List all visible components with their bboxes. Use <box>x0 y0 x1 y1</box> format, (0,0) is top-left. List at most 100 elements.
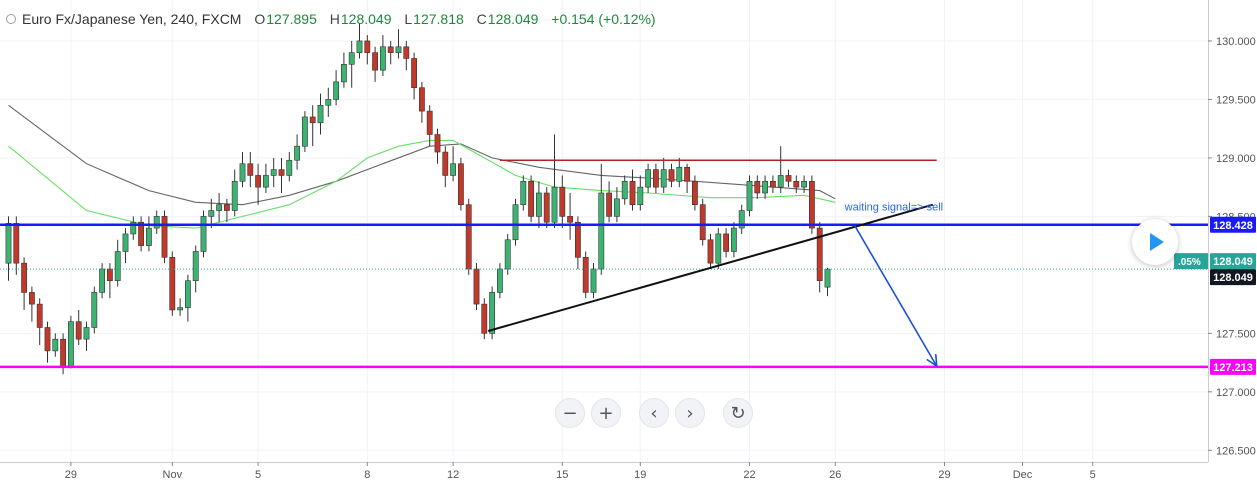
time-tick-label: 22 <box>743 469 755 481</box>
moving-averages <box>8 104 836 229</box>
candle <box>364 35 371 65</box>
candle-body <box>270 169 277 176</box>
candle <box>28 286 35 322</box>
candle-body <box>574 221 581 258</box>
candle <box>278 157 285 193</box>
candle-body <box>356 40 363 53</box>
price-tick-label: 129.500 <box>1216 94 1256 106</box>
candle-body <box>13 223 20 264</box>
minus-icon: − <box>562 402 578 424</box>
candle <box>691 175 698 211</box>
candle <box>621 175 628 205</box>
candle-body <box>637 186 644 205</box>
high-label: H <box>329 11 340 27</box>
scroll-left-button[interactable]: ‹ <box>639 398 669 428</box>
price-tag: 128.428 <box>1210 216 1256 233</box>
candle-body <box>294 145 300 161</box>
candle <box>52 333 59 357</box>
candle-body <box>83 327 90 340</box>
candle-body <box>340 64 347 83</box>
candle-body <box>185 280 191 308</box>
candle-body <box>52 338 59 352</box>
candle-body <box>426 110 433 135</box>
candle-body <box>21 262 27 293</box>
candle <box>13 216 20 275</box>
candle <box>543 187 550 229</box>
plus-icon: + <box>598 402 614 424</box>
candle-body <box>590 268 597 293</box>
candle-body <box>286 159 293 176</box>
candle-body <box>606 192 612 217</box>
candle-body <box>598 192 605 270</box>
candle <box>723 228 729 258</box>
candle <box>294 134 300 170</box>
price-tick-label: 127.500 <box>1216 328 1256 340</box>
candle-body <box>107 268 113 282</box>
candle-body <box>551 186 558 223</box>
candle <box>629 169 636 211</box>
candle <box>816 222 823 293</box>
candle-body <box>668 169 675 182</box>
candle <box>333 70 339 106</box>
candle <box>5 216 12 281</box>
zoom-out-button[interactable]: − <box>555 398 585 428</box>
candle <box>715 228 722 270</box>
candle <box>668 163 675 188</box>
play-icon <box>1150 233 1164 251</box>
replay-play-button[interactable] <box>1132 219 1178 265</box>
candle-body <box>60 338 66 367</box>
candle <box>99 263 105 299</box>
ma-fast-line <box>8 139 836 229</box>
candle-body <box>613 198 620 217</box>
candle <box>114 239 121 287</box>
candle <box>613 187 620 223</box>
candle <box>153 210 160 234</box>
candle <box>36 298 43 346</box>
candle-body <box>512 204 519 241</box>
reset-chart-button[interactable]: ↻ <box>723 398 753 428</box>
candle <box>270 157 277 188</box>
candle-body <box>169 257 176 311</box>
candle-body <box>192 251 199 282</box>
candle <box>699 198 706 246</box>
candle <box>418 81 425 123</box>
close-label: C <box>476 11 487 27</box>
scroll-right-button[interactable]: › <box>675 398 705 428</box>
candle-body <box>68 321 74 367</box>
candle-body <box>707 239 714 264</box>
high-value: 128.049 <box>340 11 392 27</box>
candle-body <box>325 99 332 106</box>
low-value: 127.818 <box>413 11 464 27</box>
candle <box>738 204 745 234</box>
time-tick-label: Dec <box>1013 469 1033 481</box>
candle-body <box>567 216 573 223</box>
candle <box>231 169 238 217</box>
candle-body <box>309 116 316 124</box>
candle-body <box>239 163 246 182</box>
candle-body <box>177 307 183 311</box>
candle-body <box>114 251 121 282</box>
candle-body <box>387 46 394 53</box>
candle-body <box>769 180 776 188</box>
candle <box>286 152 293 182</box>
candle <box>496 263 503 299</box>
candle-body <box>684 166 690 182</box>
candle <box>395 29 402 59</box>
candle <box>559 175 566 229</box>
candle-body <box>715 233 722 264</box>
candle-body <box>418 87 425 112</box>
candle <box>146 216 152 252</box>
candle <box>793 175 800 193</box>
time-tick-label: 29 <box>938 469 950 481</box>
sell-arrow-head <box>926 354 938 368</box>
candle <box>637 175 644 211</box>
candle-body <box>146 227 152 246</box>
open-label: O <box>254 11 266 27</box>
candle-body <box>208 210 215 217</box>
zoom-in-button[interactable]: + <box>591 398 621 428</box>
candle <box>68 315 74 369</box>
candle <box>200 210 207 258</box>
candle-body <box>36 303 43 328</box>
price-tag: 128.049 <box>1210 253 1256 270</box>
